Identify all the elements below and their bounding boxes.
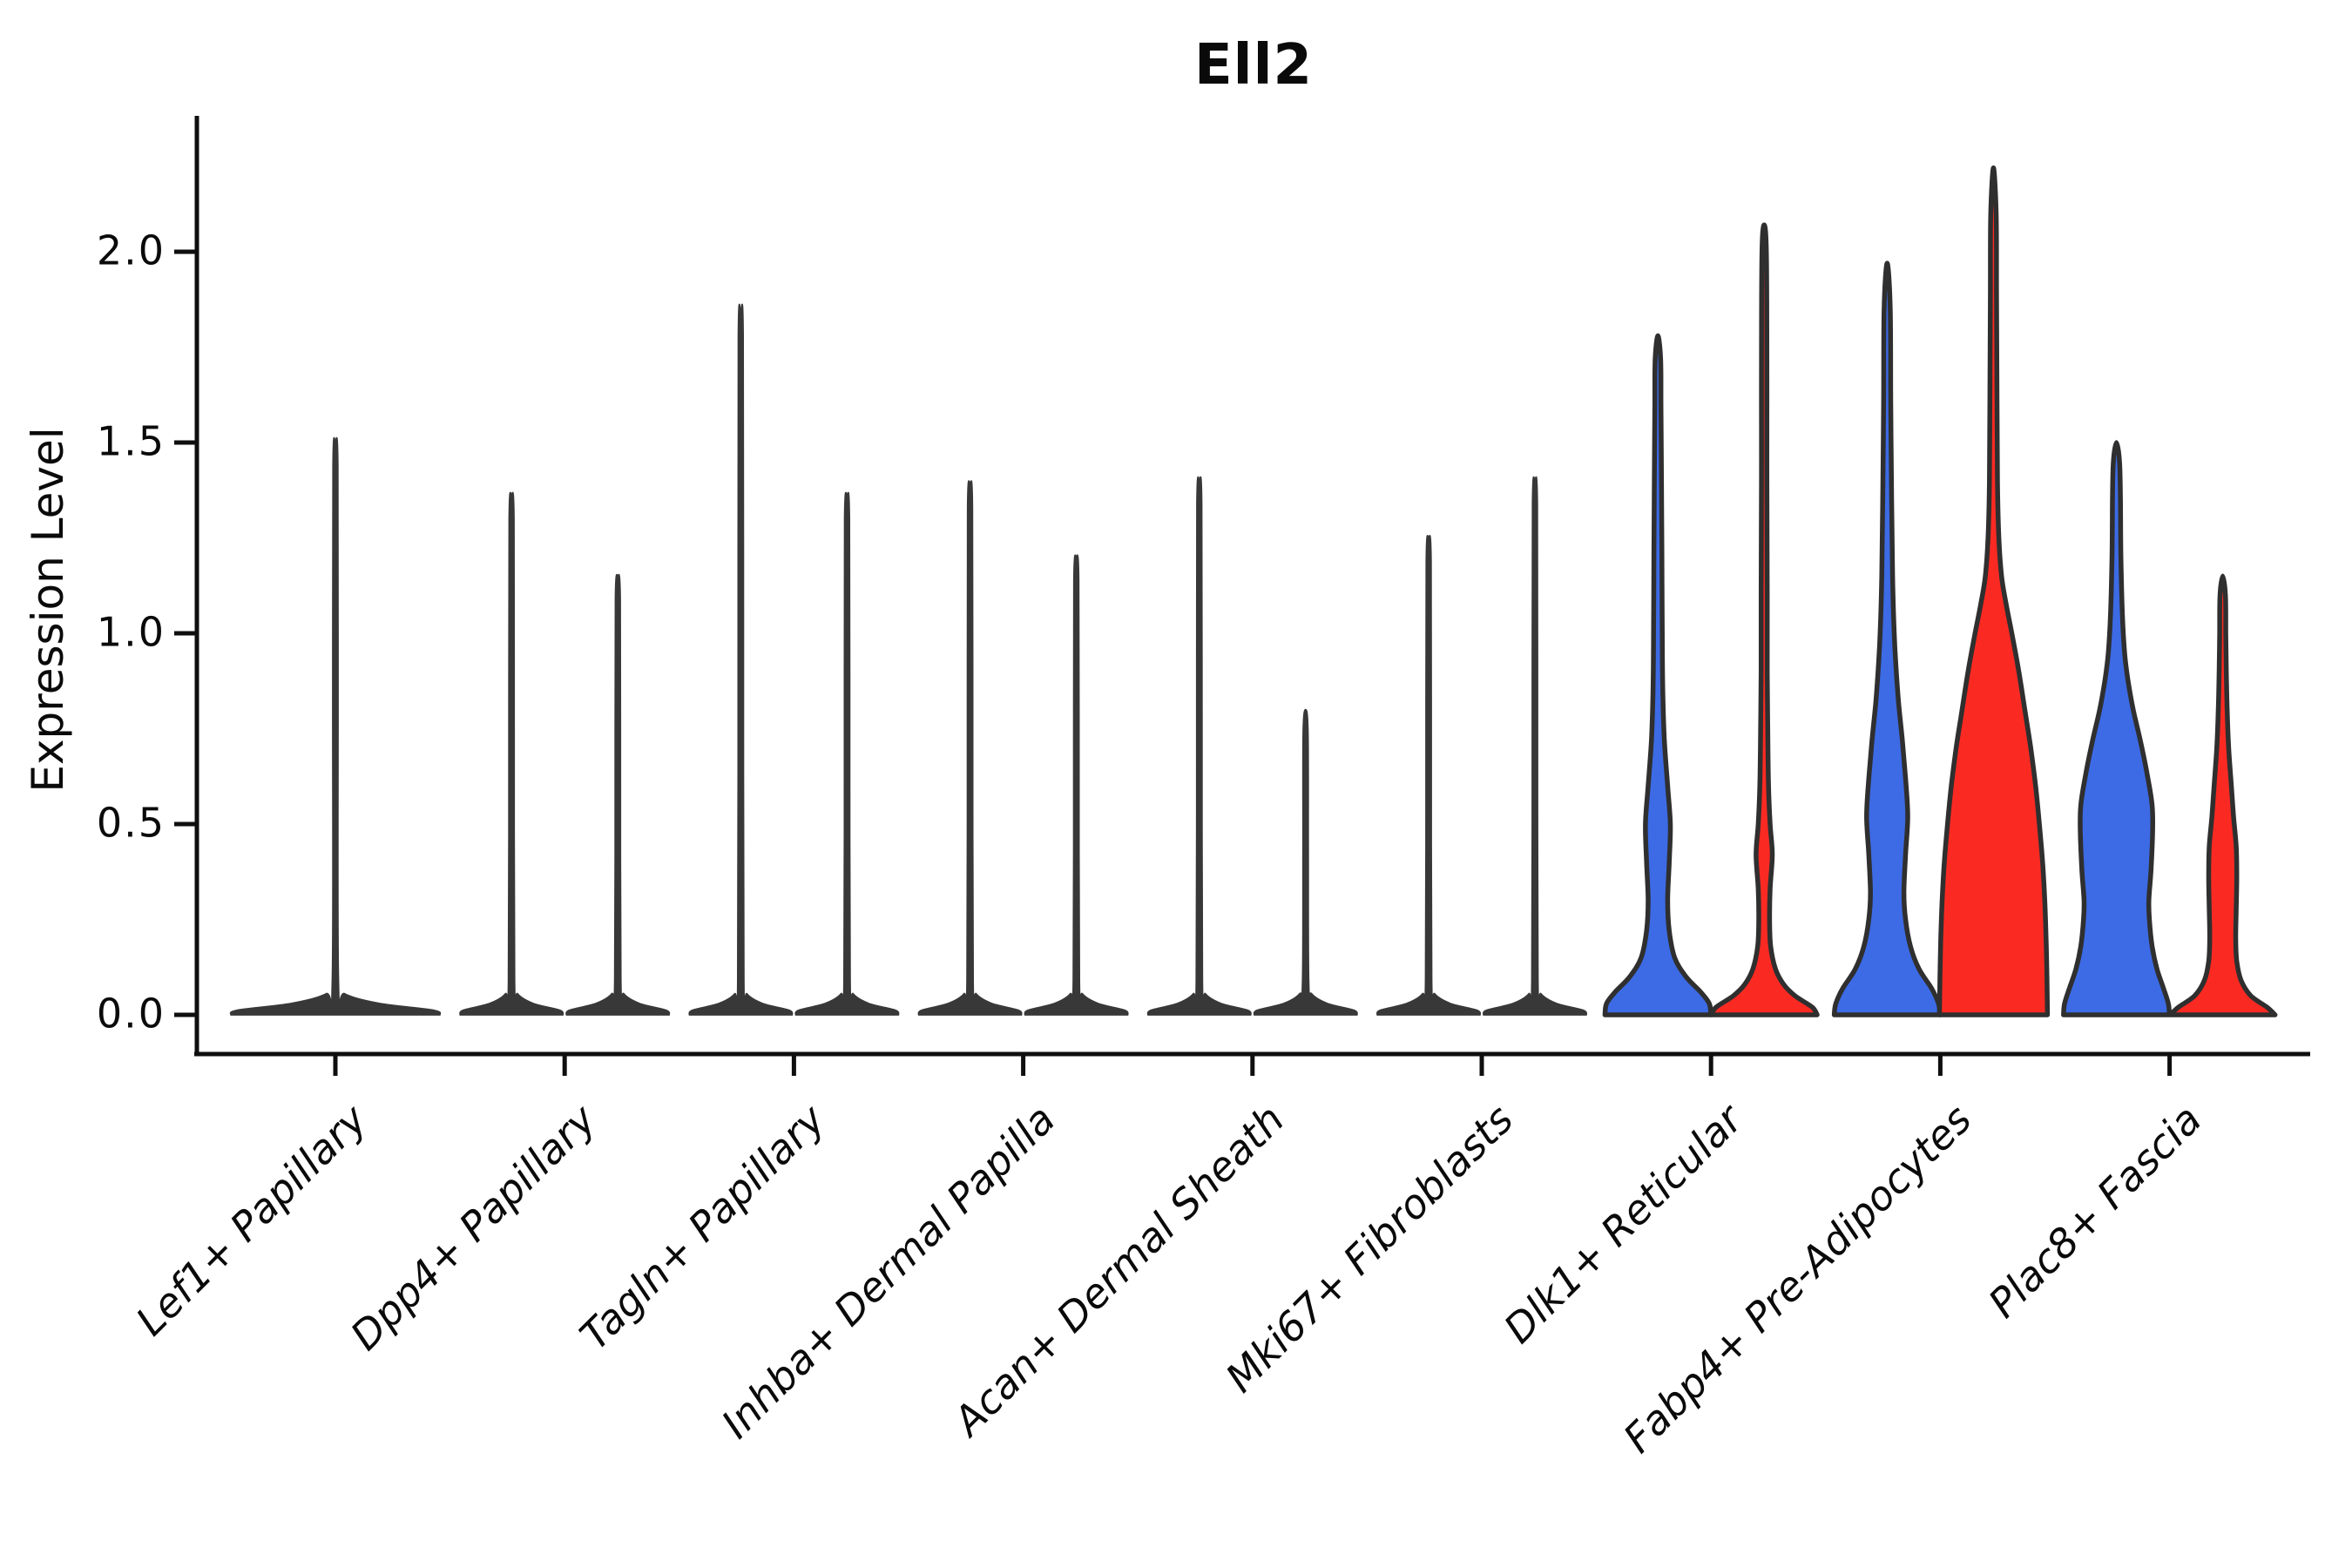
- violin-dlk1-reticular-right: [1708, 222, 1820, 1017]
- y-tick-label-1: 0.5: [96, 799, 166, 847]
- y-tick-label-2: 1.0: [96, 608, 166, 656]
- violin-mki67-fibroblasts-right: [1482, 476, 1588, 1016]
- violin-fabp4-pre-adipocytes-left: [1831, 260, 1943, 1017]
- violin-acan-dermal-sheath-right: [1253, 708, 1358, 1016]
- violin-dlk1-reticular-left: [1602, 333, 1713, 1017]
- violin-inhba-dermal-papilla-left: [917, 480, 1023, 1016]
- violin-dpp4-papillary-left: [459, 491, 564, 1016]
- violin-mki67-fibroblasts-left: [1375, 535, 1482, 1016]
- violin-acan-dermal-sheath-left: [1146, 476, 1252, 1016]
- violin-fabp4-pre-adipocytes-right: [1936, 165, 2051, 1017]
- violin-tagln-papillary-left: [688, 303, 794, 1016]
- violin-inhba-dermal-papilla-right: [1024, 554, 1129, 1016]
- y-tick-label-3: 1.5: [96, 417, 166, 465]
- violin-plac8-fascia-right: [2167, 573, 2278, 1017]
- y-tick-label-4: 2.0: [96, 226, 166, 274]
- violin-lef1-papillary: [229, 436, 442, 1016]
- violin-tagln-papillary-right: [794, 491, 900, 1016]
- violin-dpp4-papillary-right: [565, 573, 671, 1016]
- plot-title: Ell2: [1193, 33, 1314, 98]
- violin-plac8-fascia-left: [2061, 440, 2173, 1017]
- y-tick-label-0: 0.0: [96, 990, 166, 1037]
